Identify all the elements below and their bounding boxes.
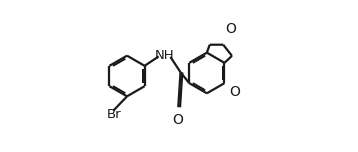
Text: O: O (172, 113, 183, 127)
Text: O: O (225, 22, 236, 36)
Text: NH: NH (155, 49, 174, 62)
Text: O: O (229, 85, 240, 99)
Text: Br: Br (107, 108, 122, 121)
